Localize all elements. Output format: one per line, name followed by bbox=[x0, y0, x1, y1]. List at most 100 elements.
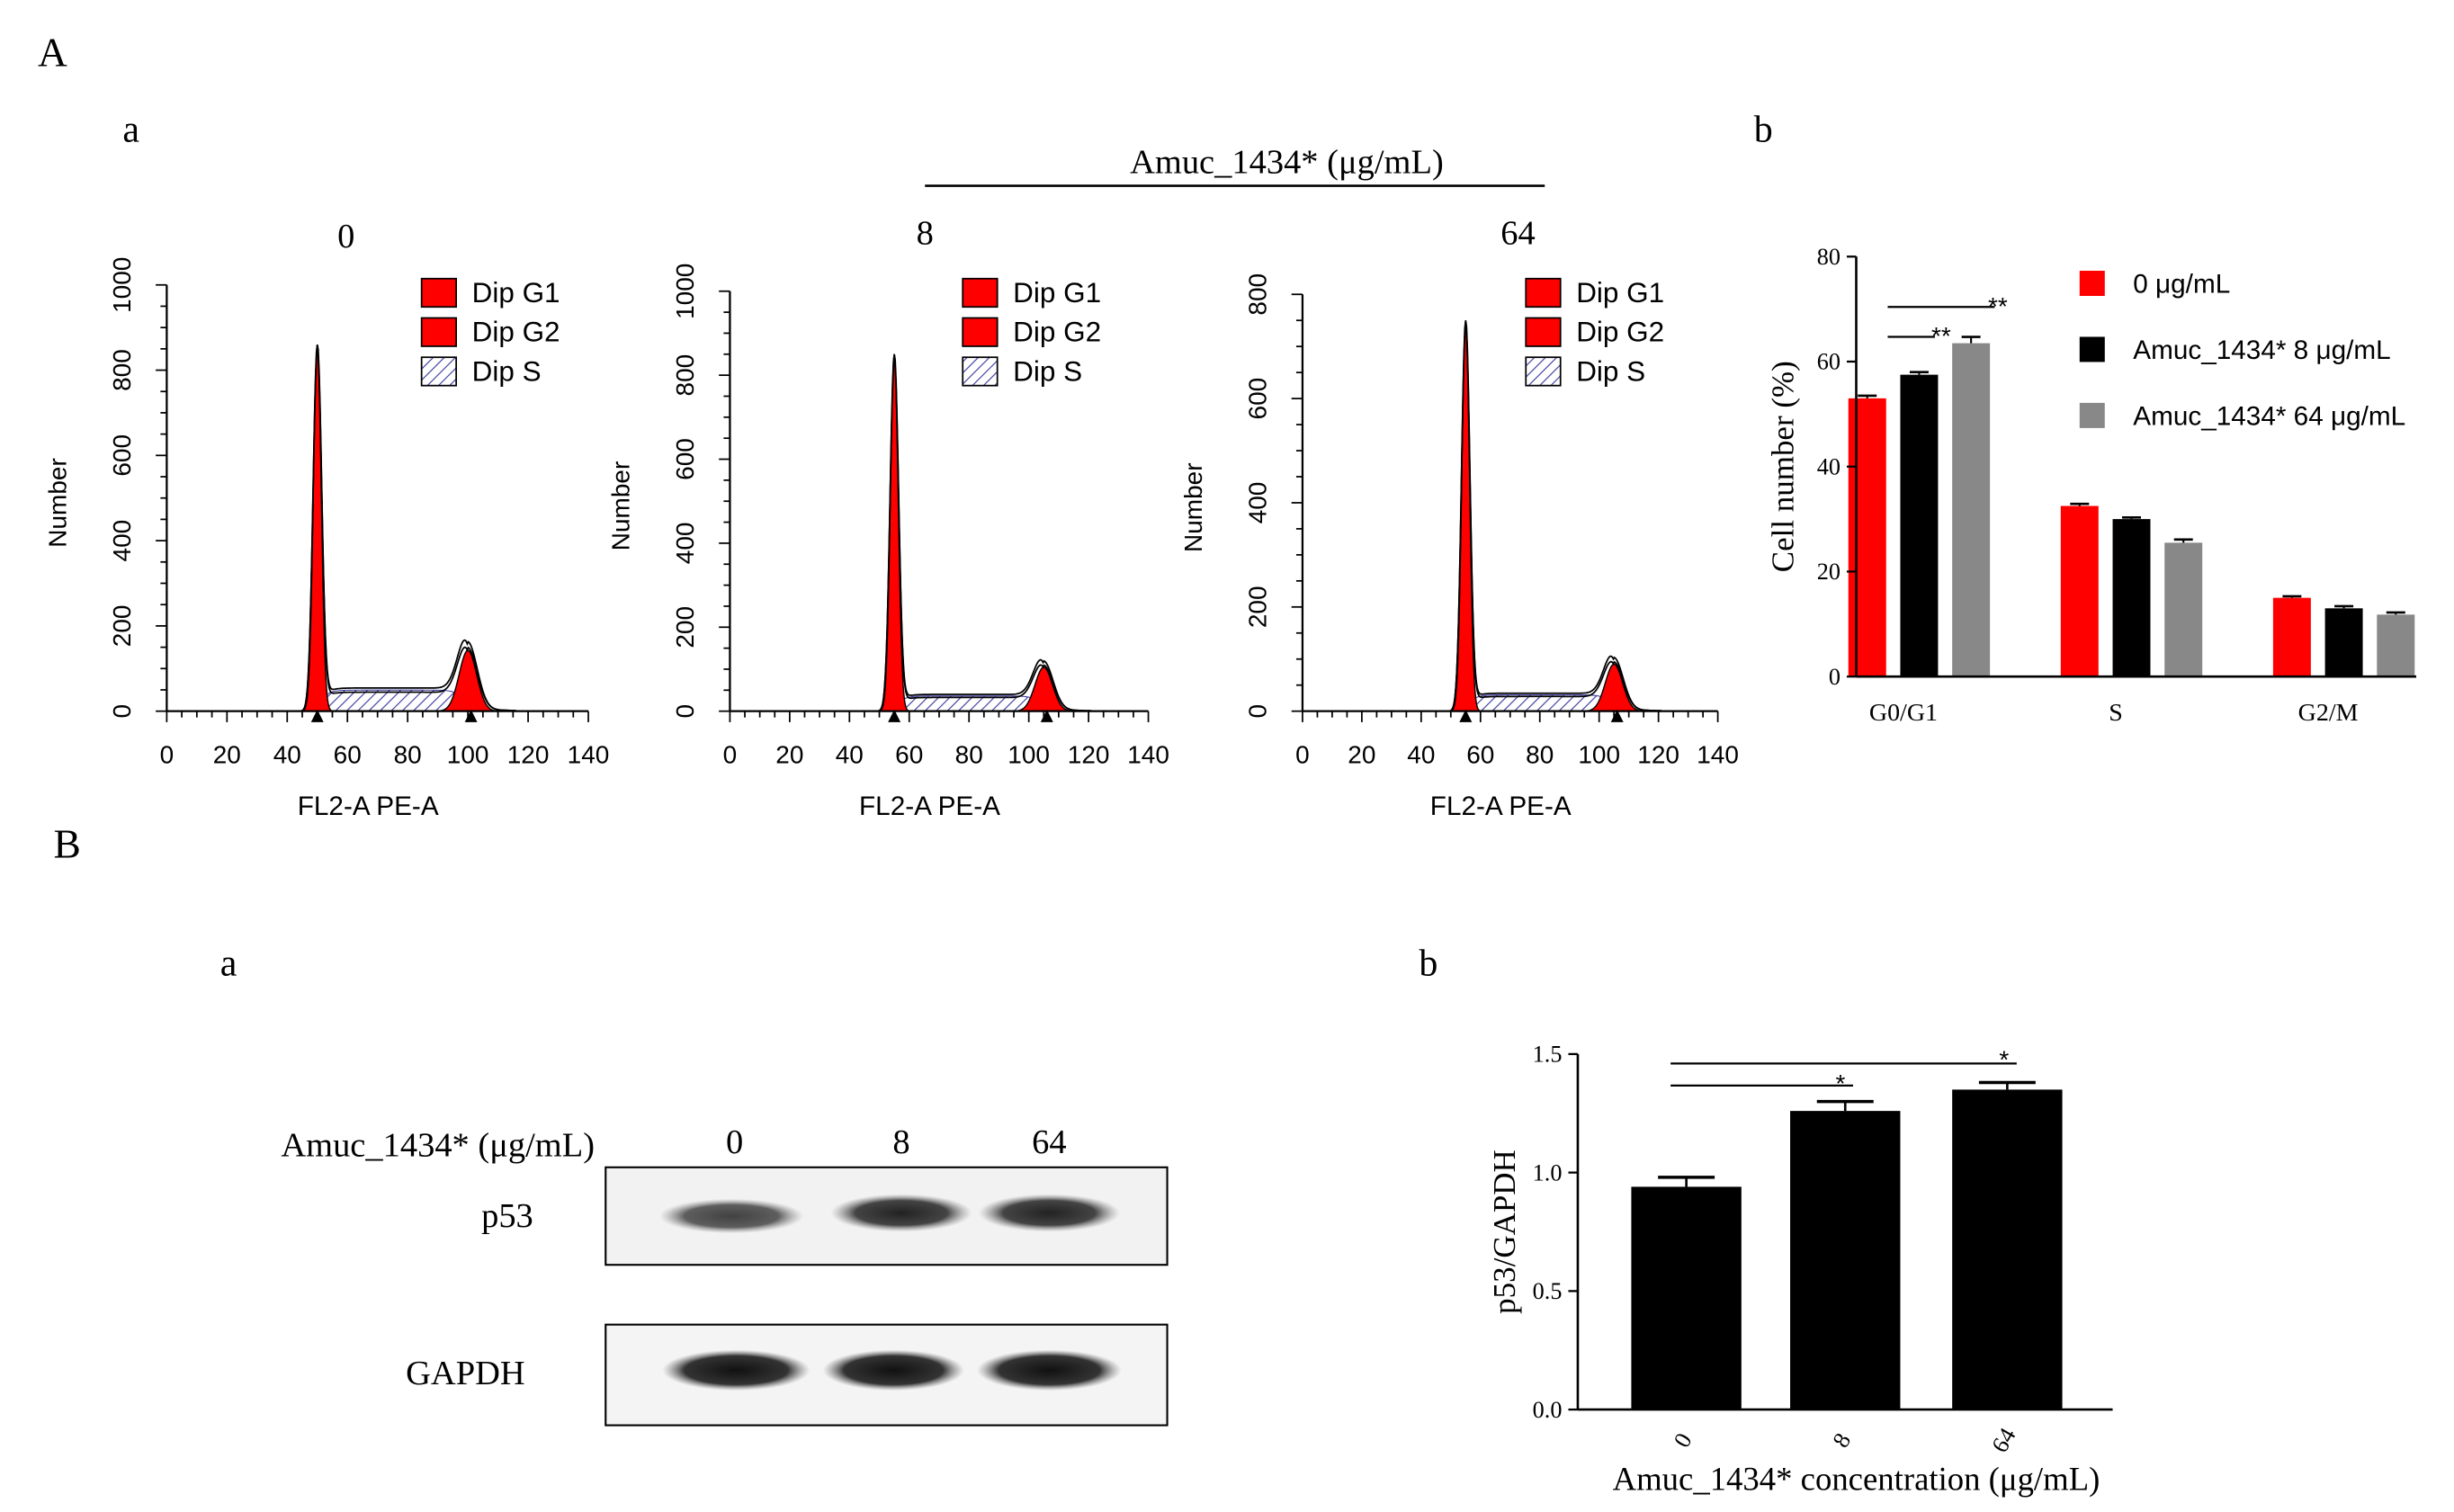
x-tick-label: 20 bbox=[213, 740, 241, 768]
histogram-envelope-fit bbox=[1447, 326, 1661, 712]
x-tick-label: 100 bbox=[1008, 740, 1050, 768]
y-tick-label: 1.0 bbox=[1533, 1159, 1563, 1185]
x-tick-label: 20 bbox=[1348, 740, 1375, 768]
y-tick-label: 800 bbox=[671, 354, 699, 397]
x-tick-label: 80 bbox=[955, 740, 983, 768]
histogram-envelope bbox=[876, 353, 1092, 712]
significance-mark: * bbox=[1999, 1046, 2009, 1074]
legend-swatch bbox=[2079, 271, 2105, 296]
y-tick-label: 1.5 bbox=[1533, 1042, 1563, 1068]
dip-g1-peak bbox=[300, 344, 334, 712]
legend-swatch bbox=[2079, 336, 2105, 362]
dip-g1-peak bbox=[1449, 320, 1482, 712]
peak-marker bbox=[1040, 709, 1053, 722]
legend-swatch bbox=[1525, 277, 1562, 309]
category-label: G0/G1 bbox=[1869, 699, 1938, 727]
x-axis-label: FL2-A PE-A bbox=[298, 792, 439, 821]
x-tick-label: 40 bbox=[836, 740, 864, 768]
x-axis-label: FL2-A PE-A bbox=[1430, 792, 1572, 821]
significance-mark: ** bbox=[1988, 292, 2008, 320]
legend-label: Dip G1 bbox=[1576, 277, 1664, 309]
y-axis-label: Number bbox=[43, 458, 71, 547]
y-tick-label: 600 bbox=[671, 438, 699, 480]
y-tick-label: 0 bbox=[1829, 664, 1840, 690]
legend-swatch bbox=[420, 317, 458, 347]
x-tick-label: 0 bbox=[160, 740, 175, 768]
histogram-8: 0 20 40 60 80 100 120 140 0 200 400 600 800 1000 FL2-A… bbox=[606, 214, 1169, 821]
bar-S-series-1 bbox=[2112, 519, 2151, 677]
legend-swatch bbox=[420, 356, 458, 387]
category-label: 8 bbox=[1828, 1428, 1857, 1452]
peak-marker bbox=[1610, 709, 1624, 722]
category-label: S bbox=[2109, 699, 2123, 727]
blot-band-p53-0 bbox=[658, 1198, 804, 1234]
significance-mark: * bbox=[1836, 1069, 1846, 1097]
y-tick-label: 20 bbox=[1817, 559, 1840, 585]
x-axis-label: FL2-A PE-A bbox=[859, 792, 1000, 821]
bar-G2/M-series-1 bbox=[2324, 608, 2363, 677]
legend-label: Dip G2 bbox=[1013, 317, 1101, 348]
y-tick-label: 800 bbox=[1244, 273, 1272, 316]
bar-S-series-2 bbox=[2164, 542, 2203, 677]
bar-8 bbox=[1790, 1111, 1901, 1410]
x-tick-label: 120 bbox=[507, 740, 550, 768]
legend-label: Amuc_1434* 64 μg/mL bbox=[2133, 401, 2405, 431]
legend-label: Amuc_1434* 8 μg/mL bbox=[2133, 336, 2390, 365]
legend-swatch bbox=[962, 277, 999, 309]
x-tick-label: 0 bbox=[1295, 740, 1310, 768]
y-tick-label: 60 bbox=[1817, 349, 1840, 375]
y-tick-label: 400 bbox=[1244, 482, 1272, 524]
x-tick-label: 140 bbox=[1127, 740, 1169, 768]
y-tick-label: 200 bbox=[108, 605, 136, 648]
y-axis-label: Cell number (%) bbox=[1766, 361, 1801, 572]
category-label: 0 bbox=[1669, 1428, 1697, 1452]
legend-label: 0 μg/mL bbox=[2133, 270, 2230, 300]
y-tick-label: 1000 bbox=[108, 257, 136, 313]
x-tick-label: 40 bbox=[1407, 740, 1435, 768]
x-tick-label: 0 bbox=[723, 740, 738, 768]
blot-lane-0: 0 bbox=[726, 1123, 743, 1161]
legend-swatch bbox=[420, 277, 458, 309]
x-tick-label: 120 bbox=[1637, 740, 1679, 768]
x-tick-label: 100 bbox=[1578, 740, 1620, 768]
category-label: G2/M bbox=[2298, 699, 2359, 727]
treatment-header: Amuc_1434* (μg/mL) bbox=[1130, 144, 1444, 182]
bar-G0/G1-series-2 bbox=[1952, 343, 1991, 677]
legend-swatch bbox=[962, 317, 999, 347]
bar-G0/G1-series-0 bbox=[1848, 398, 1886, 677]
peak-marker bbox=[464, 709, 478, 722]
y-tick-label: 200 bbox=[1244, 586, 1272, 628]
western-blot: Amuc_1434* (μg/mL) 0 8 64 p53 GAPDH bbox=[281, 1123, 1169, 1427]
blot-lane-64: 64 bbox=[1032, 1123, 1066, 1161]
bar-G0/G1-series-1 bbox=[1900, 374, 1939, 677]
histogram-title: 0 bbox=[337, 218, 354, 255]
x-axis-label: Amuc_1434* concentration (μg/mL) bbox=[1613, 1460, 2100, 1497]
y-tick-label: 0.0 bbox=[1533, 1397, 1563, 1423]
bar-S-series-0 bbox=[2060, 505, 2099, 677]
histogram-64: 0 20 40 60 80 100 120 140 0 200 400 600 800 FL2-A PE-… bbox=[1179, 214, 1739, 821]
y-axis-label: p53/GAPDH bbox=[1487, 1150, 1522, 1314]
y-axis-label: Number bbox=[1179, 462, 1207, 551]
histogram-title: 64 bbox=[1500, 214, 1535, 252]
y-tick-label: 0 bbox=[1244, 704, 1272, 719]
bar-0 bbox=[1631, 1186, 1742, 1410]
y-tick-label: 40 bbox=[1817, 453, 1840, 479]
legend-swatch bbox=[1525, 356, 1562, 387]
x-tick-label: 40 bbox=[273, 740, 301, 768]
x-tick-label: 140 bbox=[568, 740, 610, 768]
x-tick-label: 60 bbox=[895, 740, 923, 768]
histogram-envelope-fit bbox=[876, 359, 1092, 712]
legend-label: Dip S bbox=[1576, 355, 1645, 387]
blot-band-p53-64 bbox=[978, 1194, 1121, 1232]
x-tick-label: 120 bbox=[1068, 740, 1110, 768]
x-tick-label: 60 bbox=[334, 740, 362, 768]
peak-marker bbox=[1459, 709, 1473, 722]
panel-label-Aa: a bbox=[122, 110, 139, 151]
significance-mark: ** bbox=[1931, 322, 1951, 350]
legend-swatch bbox=[2079, 402, 2105, 428]
histogram-title: 8 bbox=[917, 214, 934, 252]
panel-label-A: A bbox=[38, 30, 67, 76]
legend-swatch bbox=[962, 356, 999, 387]
y-tick-label: 200 bbox=[671, 606, 699, 649]
